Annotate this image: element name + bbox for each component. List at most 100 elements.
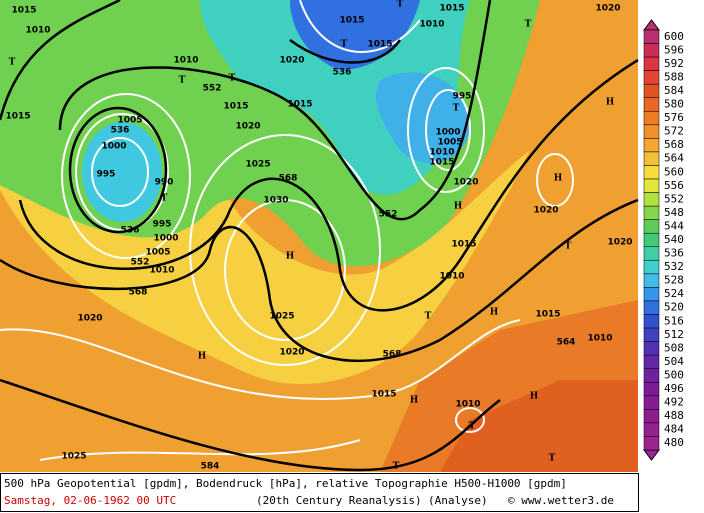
colorbar-cell	[643, 124, 660, 139]
contour-label: 1015	[339, 16, 364, 26]
colorbar-cell	[643, 219, 660, 234]
height-contours	[0, 0, 639, 472]
colorbar-cell	[643, 300, 660, 315]
colorbar-cell	[643, 138, 660, 153]
colorbar-cell	[643, 422, 660, 437]
footer-box	[0, 473, 639, 512]
contour-label: 568	[279, 174, 298, 184]
contour-label: 552	[203, 84, 222, 94]
contour-label: 1015	[439, 4, 464, 14]
colorbar-cell	[643, 314, 660, 329]
contour-label: 1020	[77, 314, 102, 324]
contour-label: 1025	[269, 312, 294, 322]
isobars	[0, 0, 574, 461]
colorbar-label: 516	[664, 314, 684, 327]
field-lightblue	[376, 72, 470, 164]
colorbar-label: 600	[664, 30, 684, 43]
contour-label: 1025	[61, 452, 86, 462]
footer-description: 500 hPa Geopotential [gpdm], Bodendruck …	[4, 477, 567, 490]
contour-label: 995	[153, 220, 172, 230]
contour-label: 536	[111, 126, 130, 136]
colorbar-label: 596	[664, 43, 684, 56]
contour-label: 1010	[455, 400, 480, 410]
contour-label: 1020	[279, 56, 304, 66]
colorbar-cell	[643, 287, 660, 302]
colorbar-cell	[643, 192, 660, 207]
pressure-center: H	[530, 392, 539, 402]
contour-label: 1025	[245, 160, 270, 170]
colorbar-cell	[643, 205, 660, 220]
contour-label: 1000	[101, 142, 126, 152]
colorbar-cell	[643, 327, 660, 342]
colorbar-label: 568	[664, 138, 684, 151]
colorbar-cell	[643, 97, 660, 112]
contour-label: 1015	[223, 102, 248, 112]
pressure-center: H	[454, 202, 463, 212]
colorbar-label: 580	[664, 98, 684, 111]
colorbar-label: 512	[664, 328, 684, 341]
colorbar-label: 488	[664, 409, 684, 422]
colorbar-cell	[643, 273, 660, 288]
colorbar-label: 484	[664, 423, 684, 436]
colorbar-label: 556	[664, 179, 684, 192]
pressure-center: T	[525, 20, 532, 30]
colorbar-label: 496	[664, 382, 684, 395]
contour-label: 1020	[453, 178, 478, 188]
field-darkred	[440, 380, 638, 472]
pressure-center: T	[179, 76, 186, 86]
contour-label: 1005	[145, 248, 170, 258]
footer-date: Samstag, 02-06-1962 00 UTC	[4, 494, 176, 507]
contour-label: 536	[333, 68, 352, 78]
colorbar-label: 504	[664, 355, 684, 368]
colorbar-label: 536	[664, 247, 684, 260]
colorbar-label: 564	[664, 152, 684, 165]
colorbar-label: 576	[664, 111, 684, 124]
colorbar-label: 548	[664, 206, 684, 219]
pressure-center: T	[341, 40, 348, 50]
colorbar: 6005965925885845805765725685645605565525…	[643, 19, 684, 461]
colorbar-cell	[643, 70, 660, 85]
contour-label: 1000	[435, 128, 460, 138]
colorbar-cell	[643, 56, 660, 71]
colorbar-label: 480	[664, 436, 684, 449]
colorbar-cell	[643, 29, 660, 44]
contour-label: 1005	[117, 116, 142, 126]
colorbar-cell	[643, 165, 660, 180]
colorbar-cell	[643, 83, 660, 98]
contour-label: 1020	[595, 4, 620, 14]
pressure-center: T	[229, 74, 236, 84]
pressure-center: H	[286, 252, 295, 262]
colorbar-label: 524	[664, 287, 684, 300]
contour-label: 568	[129, 288, 148, 298]
contour-label: 1020	[607, 238, 632, 248]
pressure-center: T	[393, 462, 400, 472]
contour-label: 1010	[149, 266, 174, 276]
pressure-center: T	[9, 58, 16, 68]
pressure-center: T	[549, 454, 556, 464]
contour-label: 1020	[279, 348, 304, 358]
field-cyan-low	[82, 122, 162, 222]
colorbar-cell	[643, 151, 660, 166]
colorbar-label: 592	[664, 57, 684, 70]
colorbar-label: 544	[664, 219, 684, 232]
colorbar-cell	[643, 111, 660, 126]
pressure-center: H	[490, 308, 499, 318]
colorbar-label: 508	[664, 341, 684, 354]
contour-label: 584	[201, 462, 220, 472]
contour-label: 1010	[173, 56, 198, 66]
pressure-center: T	[453, 104, 460, 114]
pressure-center: H	[410, 396, 419, 406]
colorbar-label: 552	[664, 192, 684, 205]
contour-label: 552	[131, 258, 150, 268]
pressure-center: T	[425, 312, 432, 322]
contour-label: 990	[155, 178, 174, 188]
colorbar-label: 532	[664, 260, 684, 273]
colorbar-cell	[643, 354, 660, 369]
contour-label: 1010	[25, 26, 50, 36]
contour-label: 1030	[263, 196, 288, 206]
colorbar-label: 560	[664, 165, 684, 178]
colorbar-label: 572	[664, 125, 684, 138]
